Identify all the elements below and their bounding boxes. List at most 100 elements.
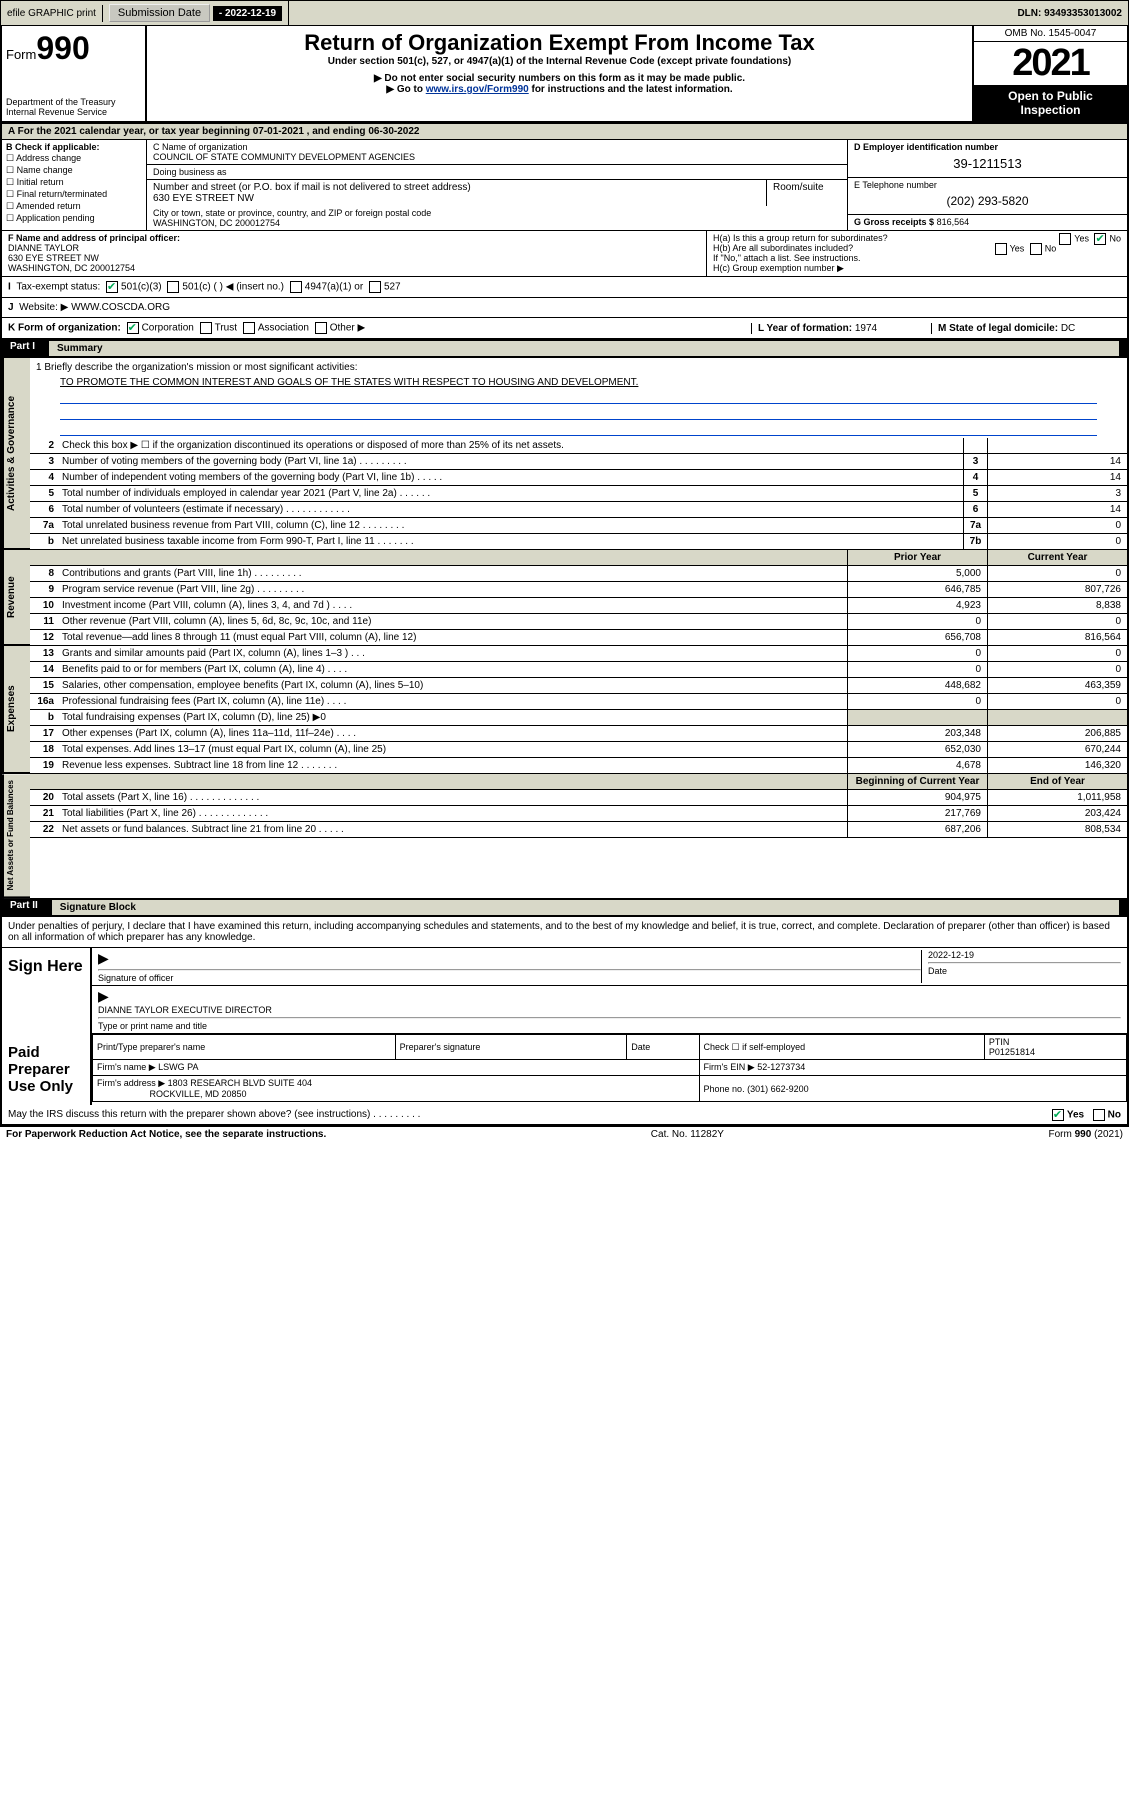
k-corp[interactable] bbox=[127, 322, 139, 334]
ha-no[interactable] bbox=[1094, 233, 1106, 245]
paid-preparer-label: Paid Preparer Use Only bbox=[2, 1034, 92, 1105]
money-line: 21Total liabilities (Part X, line 26) . … bbox=[30, 806, 1127, 822]
cb-app-pending[interactable]: ☐ Application pending bbox=[6, 213, 142, 224]
omb-number: OMB No. 1545-0047 bbox=[974, 26, 1127, 42]
gov-line: 6Total number of volunteers (estimate if… bbox=[30, 502, 1127, 518]
side-activities: Activities & Governance bbox=[2, 358, 30, 550]
revenue-section: Revenue Prior YearCurrent Year 8Contribu… bbox=[2, 550, 1127, 646]
i-501c[interactable] bbox=[167, 281, 179, 293]
row-i-j: I Tax-exempt status: 501(c)(3) 501(c) ( … bbox=[2, 277, 1127, 298]
gov-line: 2Check this box ▶ ☐ if the organization … bbox=[30, 438, 1127, 454]
mission-answer: TO PROMOTE THE COMMON INTEREST AND GOALS… bbox=[30, 377, 1127, 388]
money-header: Prior YearCurrent Year bbox=[30, 550, 1127, 566]
activities-governance: Activities & Governance 1 Briefly descri… bbox=[2, 358, 1127, 550]
k-other[interactable] bbox=[315, 322, 327, 334]
efile-label: efile GRAPHIC print bbox=[1, 5, 103, 22]
ptin: P01251814 bbox=[989, 1047, 1035, 1057]
dba-label: Doing business as bbox=[147, 165, 847, 180]
cat-no: Cat. No. 11282Y bbox=[651, 1129, 724, 1140]
gross-receipts: 816,564 bbox=[937, 217, 970, 227]
omb-year-cell: OMB No. 1545-0047 2021 Open to Public In… bbox=[972, 26, 1127, 121]
row-k-l-m: K Form of organization: Corporation Trus… bbox=[2, 318, 1127, 339]
cb-final-return[interactable]: ☐ Final return/terminated bbox=[6, 189, 142, 200]
expenses-section: Expenses 13Grants and similar amounts pa… bbox=[2, 646, 1127, 774]
money-line: 12Total revenue—add lines 8 through 11 (… bbox=[30, 630, 1127, 646]
netassets-section: Net Assets or Fund Balances Beginning of… bbox=[2, 774, 1127, 898]
i-4947[interactable] bbox=[290, 281, 302, 293]
room-suite: Room/suite bbox=[767, 180, 847, 206]
money-line: 19Revenue less expenses. Subtract line 1… bbox=[30, 758, 1127, 774]
gov-line: 5Total number of individuals employed in… bbox=[30, 486, 1127, 502]
sign-here-row: Sign Here ▶Signature of officer 2022-12-… bbox=[2, 948, 1127, 1034]
submission-date-value: - 2022-12-19 bbox=[213, 6, 282, 21]
footer: For Paperwork Reduction Act Notice, see … bbox=[0, 1126, 1129, 1142]
cb-initial-return[interactable]: ☐ Initial return bbox=[6, 177, 142, 188]
money-line: 22Net assets or fund balances. Subtract … bbox=[30, 822, 1127, 838]
i-527[interactable] bbox=[369, 281, 381, 293]
submission-date: Submission Date - 2022-12-19 bbox=[103, 1, 289, 25]
k-trust[interactable] bbox=[200, 322, 212, 334]
money-line: 13Grants and similar amounts paid (Part … bbox=[30, 646, 1127, 662]
side-revenue: Revenue bbox=[2, 550, 30, 646]
sign-here-label: Sign Here bbox=[2, 948, 92, 1034]
header-block: Form990 Department of the Treasury Inter… bbox=[0, 26, 1129, 123]
hb-yes[interactable] bbox=[995, 243, 1007, 255]
discuss-no[interactable] bbox=[1093, 1109, 1105, 1121]
discuss-yes[interactable] bbox=[1052, 1109, 1064, 1121]
money-line: 11Other revenue (Part VIII, column (A), … bbox=[30, 614, 1127, 630]
form-number-cell: Form990 Department of the Treasury Inter… bbox=[2, 26, 147, 121]
money-line: 17Other expenses (Part IX, column (A), l… bbox=[30, 726, 1127, 742]
money-line: 8Contributions and grants (Part VIII, li… bbox=[30, 566, 1127, 582]
discuss-row: May the IRS discuss this return with the… bbox=[2, 1105, 1127, 1124]
irs-link[interactable]: www.irs.gov/Form990 bbox=[426, 84, 529, 95]
title-cell: Return of Organization Exempt From Incom… bbox=[147, 26, 972, 121]
principal-officer: F Name and address of principal officer:… bbox=[2, 231, 707, 276]
cb-address-change[interactable]: ☐ Address change bbox=[6, 153, 142, 164]
part2-header: Part IISignature Block bbox=[2, 898, 1127, 917]
ein: 39-1211513 bbox=[854, 152, 1121, 175]
paid-preparer-row: Paid Preparer Use Only Print/Type prepar… bbox=[2, 1034, 1127, 1105]
org-info-column: C Name of organizationCOUNCIL OF STATE C… bbox=[147, 140, 847, 230]
top-bar: efile GRAPHIC print Submission Date - 20… bbox=[0, 0, 1129, 26]
money-line: bTotal fundraising expenses (Part IX, co… bbox=[30, 710, 1127, 726]
cb-amended[interactable]: ☐ Amended return bbox=[6, 201, 142, 212]
gov-line: 7aTotal unrelated business revenue from … bbox=[30, 518, 1127, 534]
money-line: 16aProfessional fundraising fees (Part I… bbox=[30, 694, 1127, 710]
row-j: J Website: ▶ WWW.COSCDA.ORG bbox=[2, 298, 1127, 318]
cb-name-change[interactable]: ☐ Name change bbox=[6, 165, 142, 176]
i-501c3[interactable] bbox=[106, 281, 118, 293]
mission-rule bbox=[60, 390, 1097, 404]
k-assoc[interactable] bbox=[243, 322, 255, 334]
firm-addr2: ROCKVILLE, MD 20850 bbox=[150, 1089, 247, 1099]
submission-date-button[interactable]: Submission Date bbox=[109, 4, 210, 22]
section-b-thru-g: B Check if applicable: ☐ Address change … bbox=[2, 140, 1127, 231]
website: WWW.COSCDA.ORG bbox=[71, 302, 170, 313]
side-expenses: Expenses bbox=[2, 646, 30, 774]
city-state-zip: WASHINGTON, DC 200012754 bbox=[153, 218, 280, 228]
firm-phone: (301) 662-9200 bbox=[747, 1084, 809, 1094]
street: 630 EYE STREET NW bbox=[153, 193, 254, 204]
money-line: 20Total assets (Part X, line 16) . . . .… bbox=[30, 790, 1127, 806]
year-formed: 1974 bbox=[855, 323, 877, 334]
side-netassets: Net Assets or Fund Balances bbox=[2, 774, 30, 898]
row-a: A For the 2021 calendar year, or tax yea… bbox=[2, 124, 1127, 140]
mission-question: 1 Briefly describe the organization's mi… bbox=[30, 358, 1127, 377]
form-title: Return of Organization Exempt From Incom… bbox=[151, 30, 968, 56]
gov-line: 4Number of independent voting members of… bbox=[30, 470, 1127, 486]
firm-addr1: 1803 RESEARCH BLVD SUITE 404 bbox=[168, 1078, 312, 1088]
firm-name: LSWG PA bbox=[158, 1062, 198, 1072]
na-header: Beginning of Current YearEnd of Year bbox=[30, 774, 1127, 790]
sig-date: 2022-12-19 bbox=[928, 950, 974, 960]
paperwork-notice: For Paperwork Reduction Act Notice, see … bbox=[6, 1129, 326, 1140]
hb-no[interactable] bbox=[1030, 243, 1042, 255]
penalties-statement: Under penalties of perjury, I declare th… bbox=[2, 917, 1127, 948]
instructions-link-row: ▶ Go to www.irs.gov/Form990 for instruct… bbox=[151, 84, 968, 95]
form-ref: Form 990 (2021) bbox=[1049, 1129, 1123, 1140]
right-info-column: D Employer identification number39-12115… bbox=[847, 140, 1127, 230]
ha-yes[interactable] bbox=[1059, 233, 1071, 245]
preparer-table: Print/Type preparer's namePreparer's sig… bbox=[92, 1034, 1127, 1102]
dln: DLN: 93493353013002 bbox=[1011, 5, 1128, 22]
money-line: 14Benefits paid to or for members (Part … bbox=[30, 662, 1127, 678]
part1-header: Part ISummary bbox=[2, 339, 1127, 358]
state-domicile: DC bbox=[1061, 323, 1075, 334]
